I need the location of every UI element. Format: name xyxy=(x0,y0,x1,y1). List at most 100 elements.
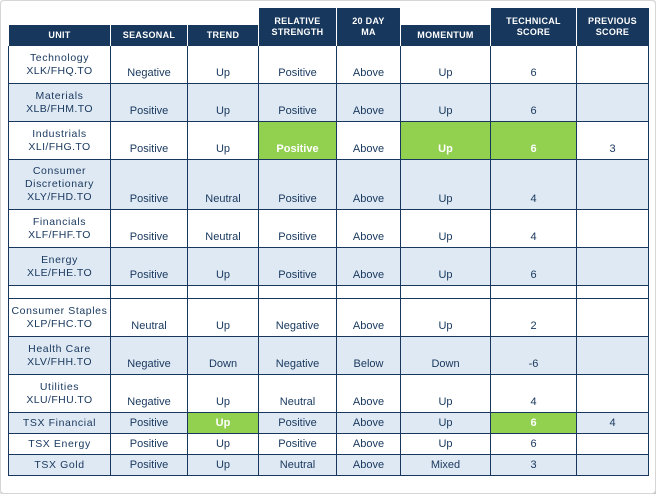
20-day-ma-cell: Above xyxy=(337,122,401,160)
unit-cell: TSX Energy xyxy=(9,434,111,455)
unit-name: Utilities xyxy=(39,380,80,393)
technical-score-cell: 6 xyxy=(491,46,577,84)
unit-name: Consumer Staples xyxy=(11,304,108,317)
column-header: UNIT xyxy=(9,25,111,46)
relative-strength-cell: Negative xyxy=(259,337,337,375)
spacer-cell xyxy=(111,286,188,299)
20-day-ma-cell: Above xyxy=(337,160,401,210)
previous-score-cell: 4 xyxy=(577,413,649,434)
20-day-ma-cell: Above xyxy=(337,413,401,434)
table-row: TSX Energy Positive Up Positive Above Up… xyxy=(9,434,649,455)
trend-cell: Up xyxy=(188,434,259,455)
technical-score-cell: 4 xyxy=(491,210,577,248)
unit-ticker: XLI/FHG.TO xyxy=(28,140,91,153)
momentum-cell: Up xyxy=(401,160,491,210)
table-row: TSX Financial Positive Up Positive Above… xyxy=(9,413,649,434)
technical-score-cell: 6 xyxy=(491,434,577,455)
20-day-ma-cell: Above xyxy=(337,248,401,286)
seasonal-cell: Positive xyxy=(111,122,188,160)
table-row: Utilities XLU/FHU.TO Negative Up Neutral… xyxy=(9,375,649,413)
trend-cell: Up xyxy=(188,46,259,84)
table-row: Consumer Staples XLP/FHC.TO Neutral Up N… xyxy=(9,299,649,337)
momentum-cell: Up xyxy=(401,413,491,434)
unit-cell: Industrials XLI/FHG.TO xyxy=(9,122,111,160)
relative-strength-cell: Positive xyxy=(259,413,337,434)
column-header: MOMENTUM xyxy=(401,25,491,46)
unit-name: TSX Financial xyxy=(22,416,97,429)
unit-cell: Consumer Discretionary XLY/FHD.TO xyxy=(9,160,111,210)
relative-strength-cell: Positive xyxy=(259,434,337,455)
table-row: Materials XLB/FHM.TO Positive Up Positiv… xyxy=(9,84,649,122)
unit-cell: Financials XLF/FHF.TO xyxy=(9,210,111,248)
relative-strength-cell: Positive xyxy=(259,46,337,84)
unit-ticker: XLU/FHU.TO xyxy=(26,393,93,406)
trend-cell: Up xyxy=(188,248,259,286)
spacer-cell xyxy=(188,286,259,299)
unit-name: Technology xyxy=(29,51,90,64)
column-header: TREND xyxy=(188,25,259,46)
spacer-cell xyxy=(577,286,649,299)
relative-strength-cell: Neutral xyxy=(259,375,337,413)
table-body: Technology XLK/FHQ.TO Negative Up Positi… xyxy=(8,46,649,476)
unit-ticker: XLY/FHD.TO xyxy=(27,191,92,203)
20-day-ma-cell: Above xyxy=(337,46,401,84)
previous-score-cell xyxy=(577,375,649,413)
header-row: UNIT SEASONAL TREND RELATIVE STRENGTH 20 DAY… xyxy=(8,8,649,46)
column-header: SEASONAL xyxy=(111,25,188,46)
unit-name: Consumer Discretionary xyxy=(24,165,95,190)
unit-cell: Materials XLB/FHM.TO xyxy=(9,84,111,122)
20-day-ma-cell: Above xyxy=(337,434,401,455)
relative-strength-cell: Negative xyxy=(259,299,337,337)
technical-score-cell: 6 xyxy=(491,122,577,160)
momentum-cell: Up xyxy=(401,210,491,248)
relative-strength-cell: Positive xyxy=(259,160,337,210)
spacer-row xyxy=(9,286,649,299)
relative-strength-cell: Positive xyxy=(259,122,337,160)
unit-name: Financials xyxy=(32,215,87,228)
spacer-cell xyxy=(401,286,491,299)
relative-strength-cell: Positive xyxy=(259,210,337,248)
column-header: TECHNICAL SCORE xyxy=(491,8,577,46)
seasonal-cell: Neutral xyxy=(111,299,188,337)
unit-ticker: XLP/FHC.TO xyxy=(26,317,93,330)
seasonal-cell: Positive xyxy=(111,210,188,248)
sector-table: UNIT SEASONAL TREND RELATIVE STRENGTH 20 DAY… xyxy=(8,8,649,476)
seasonal-cell: Positive xyxy=(111,160,188,210)
trend-cell: Up xyxy=(188,413,259,434)
technical-score-cell: 6 xyxy=(491,248,577,286)
20-day-ma-cell: Above xyxy=(337,84,401,122)
unit-name: Health Care xyxy=(28,342,91,355)
technical-score-cell: 6 xyxy=(491,84,577,122)
relative-strength-cell: Neutral xyxy=(259,455,337,476)
20-day-ma-cell: Below xyxy=(337,337,401,375)
previous-score-cell xyxy=(577,337,649,375)
relative-strength-cell: Positive xyxy=(259,248,337,286)
seasonal-cell: Positive xyxy=(111,84,188,122)
seasonal-cell: Negative xyxy=(111,337,188,375)
relative-strength-cell: Positive xyxy=(259,84,337,122)
unit-cell: TSX Financial xyxy=(9,413,111,434)
trend-cell: Neutral xyxy=(188,160,259,210)
technical-score-cell: 4 xyxy=(491,160,577,210)
previous-score-cell xyxy=(577,299,649,337)
seasonal-cell: Positive xyxy=(111,434,188,455)
technical-score-cell: 6 xyxy=(491,413,577,434)
unit-ticker: XLE/FHE.TO xyxy=(26,266,93,279)
unit-name: Materials xyxy=(35,89,84,102)
technical-score-cell: -6 xyxy=(491,337,577,375)
table-row: Financials XLF/FHF.TO Positive Neutral P… xyxy=(9,210,649,248)
momentum-cell: Up xyxy=(401,122,491,160)
seasonal-cell: Positive xyxy=(111,248,188,286)
momentum-cell: Up xyxy=(401,299,491,337)
previous-score-cell: 3 xyxy=(577,122,649,160)
unit-cell: Technology XLK/FHQ.TO xyxy=(9,46,111,84)
unit-name: Energy xyxy=(41,253,78,266)
20-day-ma-cell: Above xyxy=(337,210,401,248)
20-day-ma-cell: Above xyxy=(337,375,401,413)
momentum-cell: Mixed xyxy=(401,455,491,476)
20-day-ma-cell: Above xyxy=(337,455,401,476)
momentum-cell: Up xyxy=(401,84,491,122)
trend-cell: Up xyxy=(188,375,259,413)
trend-cell: Up xyxy=(188,299,259,337)
